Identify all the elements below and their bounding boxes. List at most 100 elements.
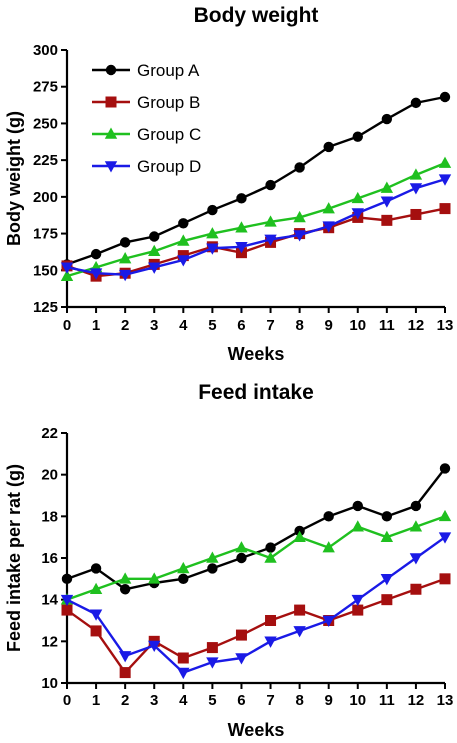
feed-intake-group-c-point: [206, 551, 219, 563]
body-weight-x-tick-label: 6: [237, 317, 245, 334]
feed-intake-group-d-point: [89, 609, 103, 621]
feed-intake-group-c-point: [177, 561, 190, 574]
feed-intake-group-d-point: [264, 636, 277, 648]
feed-intake-group-a-point: [439, 463, 451, 474]
body-weight-group-a-point: [90, 248, 102, 260]
body-weight-group-d-point: [409, 183, 423, 195]
body-weight-group-b-point: [439, 203, 451, 215]
feed-intake-group-c-point: [438, 509, 452, 522]
body-weight-group-a-point: [352, 131, 363, 142]
feed-intake-group-b-point: [352, 604, 364, 616]
feed-intake-x-tick-label: 2: [121, 692, 129, 709]
feed-intake-y-axis-label: Feed intake per rat (g): [4, 464, 24, 652]
body-weight-group-c-point: [438, 156, 452, 168]
body-weight-y-tick-label: 225: [33, 152, 58, 169]
feed-intake-group-a-point: [90, 563, 102, 574]
body-weight-y-tick-label: 125: [33, 299, 58, 316]
body-weight-legend: Group A Group B Group C Group D: [92, 61, 201, 176]
feed-intake-x-tick-label: 7: [266, 692, 274, 709]
feed-intake-group-b-point: [61, 604, 73, 616]
feed-intake-y-tick-label: 10: [41, 675, 58, 692]
body-weight-x-tick-label: 0: [63, 317, 71, 334]
feed-intake-x-tick-label: 4: [179, 692, 188, 709]
body-weight-x-tick-label: 9: [325, 317, 333, 334]
feed-intake-group-d-point: [438, 532, 452, 544]
feed-intake-x-tick-label: 11: [379, 692, 395, 709]
feed-intake-group-c-point: [380, 530, 394, 542]
body-weight-group-d-point: [118, 269, 132, 282]
body-weight-group-c-point: [206, 227, 219, 239]
feed-intake-group-b-point: [265, 615, 277, 626]
feed-intake-group-c-point: [235, 541, 248, 553]
body-weight-y-axis-label: Body weight (g): [4, 111, 24, 246]
feed-intake-x-axis-label: Weeks: [228, 720, 285, 740]
body-weight-group-d-point: [89, 268, 103, 280]
body-weight-group-d-point: [206, 243, 219, 255]
body-weight-group-c-point: [235, 221, 248, 233]
feed-intake-group-b-point: [294, 604, 306, 616]
body-weight-group-a-point: [149, 231, 160, 242]
body-weight-group-b-point: [410, 208, 422, 220]
body-weight-group-c-line: [66, 161, 446, 278]
feed-intake-group-d-line: [66, 536, 446, 674]
legend-group-b-label: Group B: [137, 93, 200, 112]
feed-intake-group-d-point: [235, 653, 248, 665]
feed-intake-x-tick-label: 12: [408, 692, 425, 709]
body-weight-group-a-point: [265, 179, 276, 191]
feed-intake-group-d-series: [60, 532, 452, 680]
feed-intake-group-c-series: [60, 509, 452, 605]
body-weight-group-d-point: [351, 208, 364, 220]
body-weight-y-tick-label: 175: [33, 226, 58, 243]
body-weight-group-a-series: [61, 91, 451, 270]
body-weight-group-c-point: [148, 244, 161, 256]
feed-intake-group-a-point: [236, 552, 247, 564]
body-weight-group-a-point: [294, 162, 305, 173]
body-weight-group-d-point: [322, 221, 335, 233]
body-weight-x-tick-label: 11: [379, 317, 395, 334]
feed-intake-group-c-point: [409, 520, 423, 532]
body-weight-group-b-point: [381, 214, 393, 226]
feed-intake-group-c-point: [148, 572, 161, 584]
body-weight-group-d-series: [60, 174, 452, 282]
body-weight-y-tick-label: 150: [33, 262, 58, 279]
feed-intake-group-a-point: [323, 511, 334, 522]
feed-intake-group-a-point: [265, 542, 276, 553]
feed-intake-group-c-point: [293, 530, 306, 542]
feed-intake-x-tick-label: 6: [237, 692, 245, 709]
body-weight-x-tick-label: 13: [437, 317, 454, 334]
body-weight-group-d-line: [66, 178, 446, 276]
body-weight-group-d-point: [380, 196, 394, 208]
feed-intake-x-tick-label: 13: [437, 692, 454, 709]
feed-intake-x-tick-label: 3: [150, 692, 158, 709]
body-weight-group-a-point: [381, 113, 393, 125]
feed-intake-group-d-point: [409, 553, 423, 565]
legend-group-a-label: Group A: [137, 61, 200, 80]
feed-intake-group-c-point: [118, 572, 132, 584]
body-weight-x-tick-label: 2: [121, 317, 129, 334]
body-weight-title: Body weight: [194, 4, 319, 27]
body-weight-x-tick-label: 7: [266, 317, 274, 334]
feed-intake-group-a-point: [178, 573, 189, 585]
feed-intake-group-b-point: [119, 667, 131, 679]
feed-intake-group-b-point: [381, 594, 393, 606]
body-weight-group-a-point: [439, 91, 451, 103]
body-weight-x-tick-label: 4: [179, 317, 188, 334]
feed-intake-group-d-point: [148, 640, 161, 652]
feed-intake-group-b-point: [90, 625, 102, 637]
legend-group-d-marker: [104, 161, 118, 173]
feed-intake-group-c-point: [264, 551, 277, 563]
feed-intake-y-tick-label: 16: [41, 550, 58, 567]
feed-intake-group-a-point: [119, 584, 131, 595]
feed-intake-group-c-point: [89, 582, 103, 595]
body-weight-group-a-point: [207, 204, 218, 216]
feed-intake-x-tick-label: 9: [325, 692, 333, 709]
feed-intake-group-a-point: [410, 500, 422, 512]
legend-group-c-label: Group C: [137, 125, 201, 144]
body-weight-x-tick-label: 8: [295, 317, 303, 334]
body-weight-x-tick-label: 3: [150, 317, 158, 334]
feed-intake-group-b-point: [177, 652, 189, 664]
body-weight-group-c-point: [177, 234, 190, 246]
body-weight-x-tick-label: 12: [408, 317, 425, 334]
body-weight-group-c-point: [409, 168, 423, 180]
